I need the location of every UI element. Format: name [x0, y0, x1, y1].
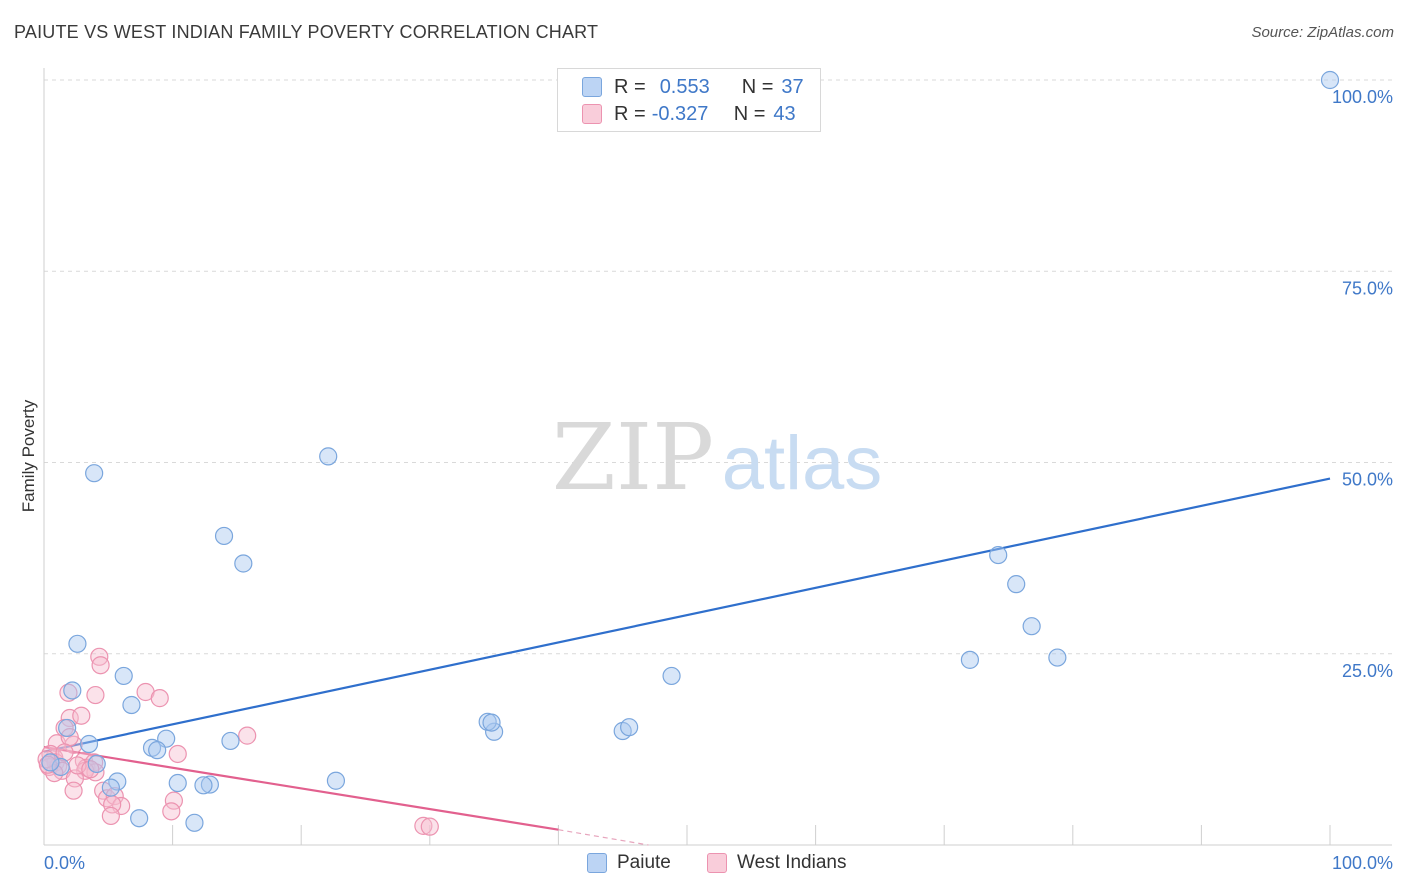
west-indians-point: [91, 656, 110, 675]
y-tick-label: 75.0%: [1342, 278, 1393, 298]
paiute-point: [85, 464, 104, 483]
legend-row-paiute: R = 0.553 N = 37: [582, 75, 804, 99]
chart-title: PAIUTE VS WEST INDIAN FAMILY POVERTY COR…: [14, 22, 599, 42]
paiute-point: [51, 757, 70, 777]
paiute-point: [122, 695, 141, 715]
legend-r-label: R =: [614, 102, 646, 125]
paiute-point: [1320, 70, 1340, 90]
paiute-swatch: [582, 77, 602, 97]
paiute-point: [101, 778, 120, 797]
y-tick-label: 100.0%: [1332, 87, 1393, 107]
correlation-legend: R = 0.553 N = 37 R = -0.327 N = 43: [557, 68, 821, 132]
legend-n-label: N =: [741, 75, 774, 98]
trend-layer: [43, 477, 1331, 846]
west-indians-point: [164, 791, 183, 810]
paiute-point: [168, 773, 187, 793]
legend-r-label: R =: [614, 75, 646, 98]
paiute-point: [194, 776, 213, 795]
paiute-point: [130, 809, 149, 828]
west-indians-point: [168, 744, 187, 764]
west-indians-trend-line: [43, 745, 559, 831]
west-indians-point: [150, 689, 169, 708]
west-indians-point: [101, 806, 120, 826]
paiute-point: [114, 666, 133, 686]
paiute-point: [79, 734, 99, 754]
paiute-point: [662, 666, 681, 686]
source-credit: Source: ZipAtlas.com: [1251, 24, 1394, 41]
paiute-point: [68, 634, 87, 653]
series-legend-west-indians: West Indians: [707, 852, 846, 874]
paiute-point: [960, 650, 980, 669]
west-indians-point: [86, 685, 105, 705]
paiute-point: [200, 775, 219, 794]
west-indians-point: [420, 817, 439, 836]
paiute-point: [326, 771, 346, 790]
legend-r-value: 0.553: [659, 75, 710, 98]
x-tick-label-min: 0.0%: [44, 853, 85, 873]
paiute-point: [234, 554, 253, 573]
watermark-zip: ZIP: [552, 404, 714, 511]
y-tick-label: 25.0%: [1342, 661, 1393, 681]
paiute-legend-swatch: [587, 853, 607, 873]
paiute-point: [1048, 648, 1067, 667]
watermark-atlas: atlas: [722, 421, 883, 506]
paiute-point: [87, 754, 106, 774]
paiute-point: [41, 753, 60, 772]
y-tick-label: 50.0%: [1342, 470, 1393, 490]
legend-n-label: N =: [733, 102, 766, 125]
paiute-legend-label: Paiute: [617, 852, 671, 873]
paiute-point: [319, 447, 338, 466]
west-indians-swatch: [582, 104, 602, 124]
paiute-point: [63, 681, 82, 700]
west-indians-point: [55, 743, 74, 762]
legend-row-west-indians: R = -0.327 N = 43: [582, 102, 796, 126]
west-indians-trend-extension: [558, 829, 649, 846]
west-indians-point: [64, 781, 83, 800]
paiute-point: [58, 718, 77, 738]
paiute-trend-line: [43, 477, 1331, 753]
west-indians-point: [72, 706, 91, 725]
west-indians-point: [162, 802, 181, 821]
paiute-point: [148, 741, 167, 760]
paiute-point: [989, 545, 1008, 565]
paiute-point: [1007, 575, 1026, 594]
y-tick-labels: 100.0% 75.0% 50.0% 25.0%: [1332, 87, 1393, 681]
legend-n-value: 43: [773, 102, 796, 125]
series-legend-paiute: Paiute: [587, 852, 671, 874]
points-layer: [37, 70, 1340, 836]
watermark: ZIP atlas: [552, 404, 882, 511]
paiute-point: [482, 713, 501, 732]
paiute-point: [1022, 617, 1041, 636]
x-tick-label-max: 100.0%: [1332, 853, 1393, 873]
paiute-point: [185, 813, 204, 832]
legend-r-value: -0.327: [651, 102, 709, 125]
paiute-point: [620, 718, 639, 737]
paiute-point: [214, 526, 234, 546]
west-indians-legend-swatch: [707, 853, 727, 873]
paiute-point: [221, 731, 240, 751]
legend-n-value: 37: [781, 75, 804, 98]
west-indians-legend-label: West Indians: [737, 852, 847, 873]
axis-layer: [43, 68, 1392, 846]
y-axis-label: Family Poverty: [19, 399, 38, 512]
west-indians-point: [414, 816, 433, 835]
west-indians-point: [238, 726, 257, 745]
